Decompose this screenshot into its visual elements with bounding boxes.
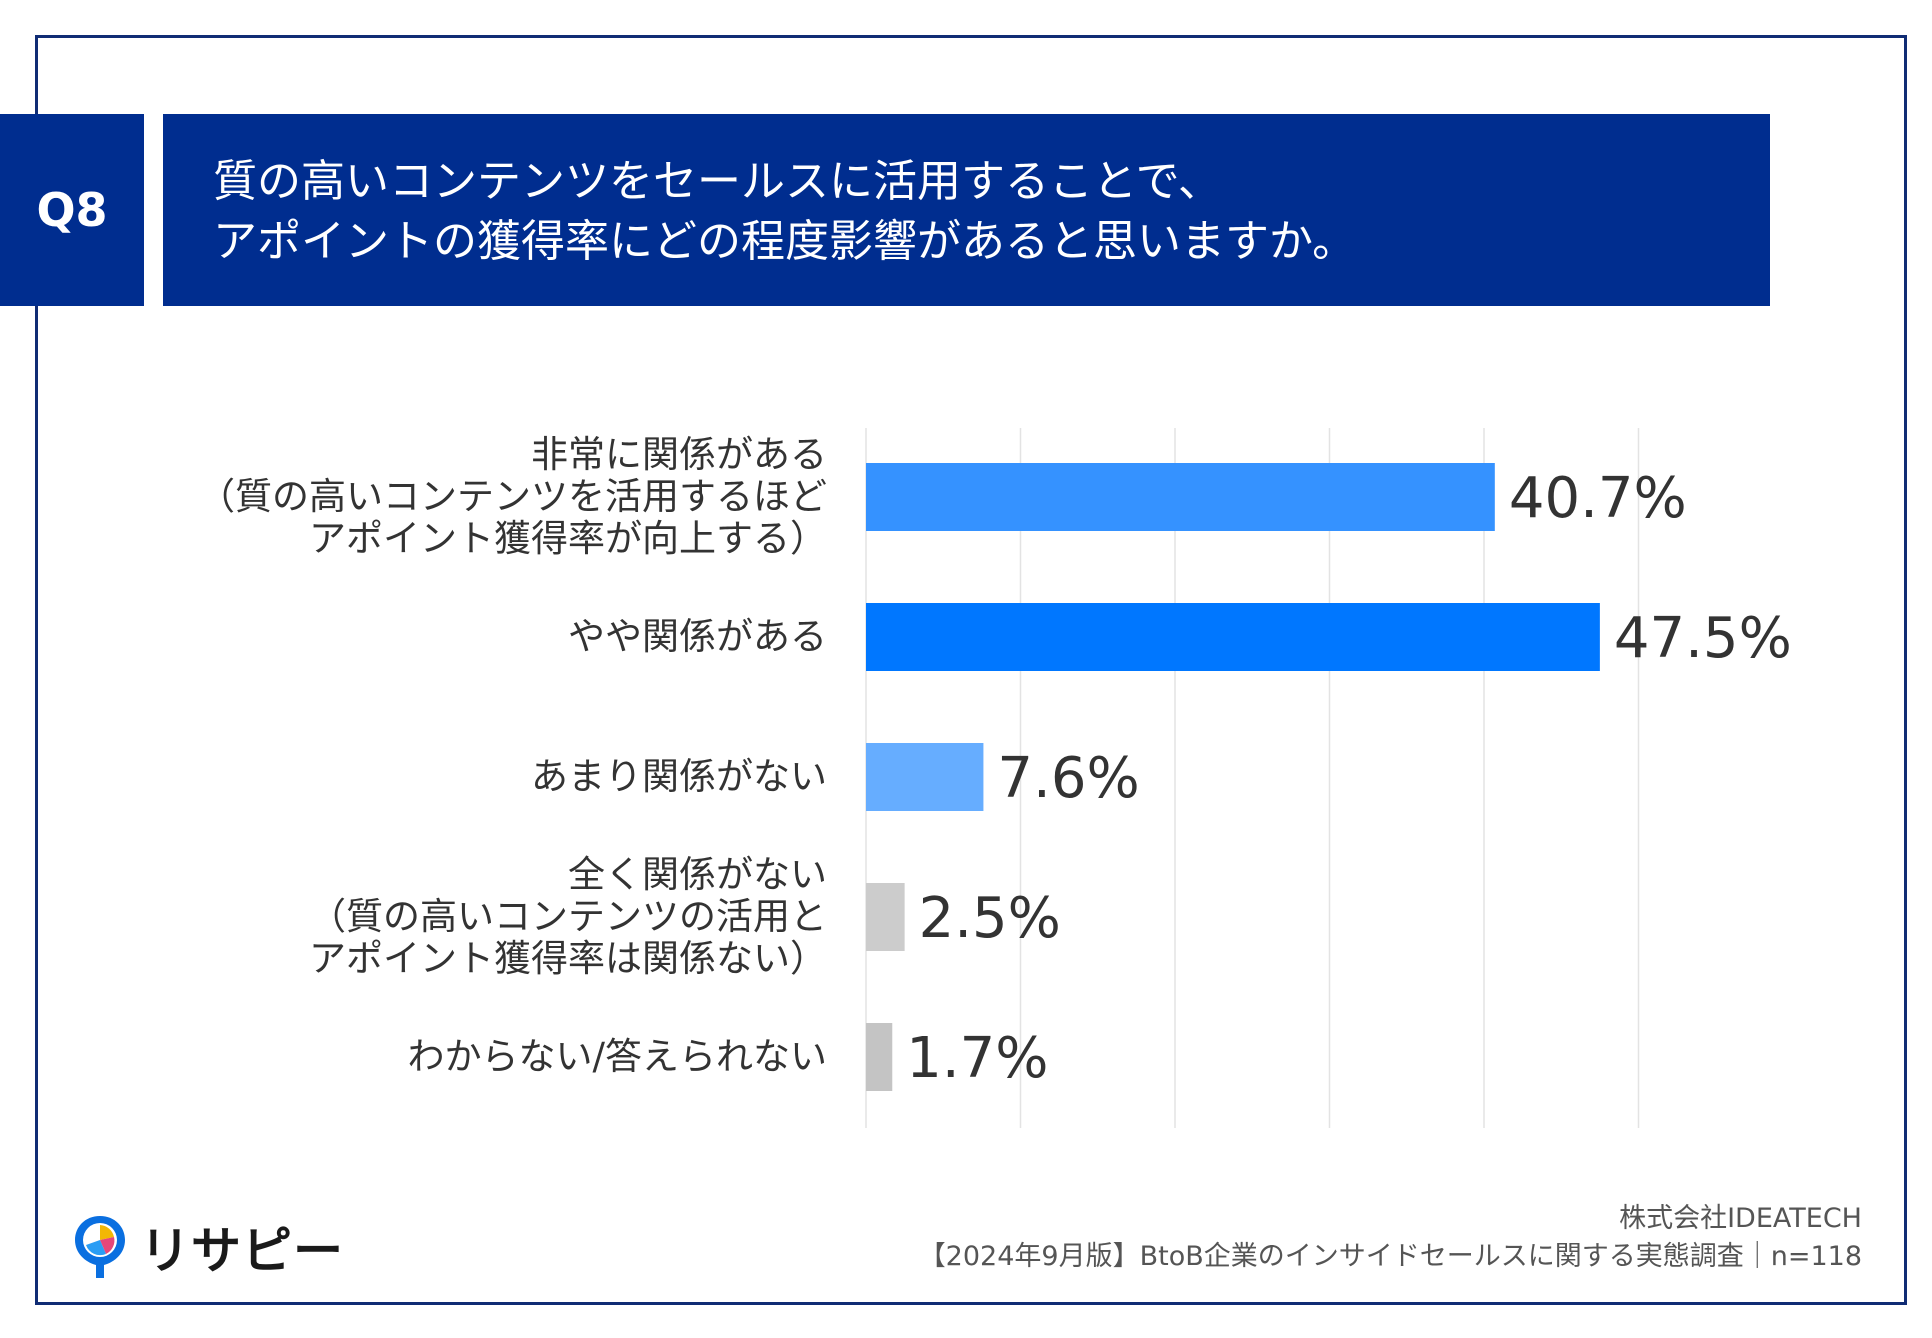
- category-label: あまり関係がない: [531, 756, 827, 798]
- category-label-line: 非常に関係がある: [531, 433, 827, 476]
- pin-logo-icon: [75, 1216, 125, 1278]
- category-label-line: （質の高いコンテンツを活用するほど: [198, 475, 827, 518]
- bar: [866, 883, 905, 951]
- brand-logo: リサピー: [70, 1212, 344, 1282]
- value-label: 7.6%: [997, 746, 1139, 811]
- survey-source: 【2024年9月版】BtoB企業のインサイドセールスに関する実態調査｜n=118: [918, 1241, 1862, 1272]
- bar: [866, 463, 1495, 531]
- question-line-1: 質の高いコンテンツをセールスに活用することで、: [213, 156, 1222, 207]
- category-label-line: わからない/答えられない: [407, 1035, 827, 1078]
- bar: [866, 603, 1600, 671]
- category-label: 非常に関係がある （質の高いコンテンツを活用するほど アポイント獲得率が向上する）: [198, 434, 827, 560]
- category-label-line: やや関係がある: [568, 615, 827, 658]
- category-label-line: （質の高いコンテンツの活用と: [309, 895, 827, 938]
- bar: [866, 1023, 893, 1091]
- page-frame: [35, 35, 1907, 1305]
- logo-text: リサピー: [140, 1222, 344, 1280]
- category-label-line: アポイント獲得率は関係ない）: [309, 937, 827, 980]
- category-label-line: あまり関係がない: [531, 755, 827, 798]
- question-line-2: アポイントの獲得率にどの程度影響があると思いますか。: [213, 216, 1357, 267]
- category-label-line: アポイント獲得率が向上する）: [309, 517, 827, 560]
- value-label: 47.5%: [1614, 606, 1792, 671]
- question-number-badge: Q8: [0, 114, 144, 306]
- category-label: 全く関係がない （質の高いコンテンツの活用と アポイント獲得率は関係ない）: [309, 854, 827, 980]
- category-label: わからない/答えられない: [408, 1036, 827, 1078]
- footer-credits: 株式会社IDEATECH 【2024年9月版】BtoB企業のインサイドセールスに…: [919, 1200, 1862, 1276]
- category-label: やや関係がある: [568, 616, 827, 658]
- bar: [866, 743, 984, 811]
- value-label: 2.5%: [919, 886, 1061, 951]
- value-label: 1.7%: [906, 1026, 1048, 1091]
- category-label-line: 全く関係がない: [568, 853, 827, 896]
- question-header: 質の高いコンテンツをセールスに活用することで、 アポイントの獲得率にどの程度影響…: [163, 114, 1770, 306]
- value-label: 40.7%: [1509, 466, 1687, 531]
- company-name: 株式会社IDEATECH: [1619, 1203, 1862, 1234]
- question-number: Q8: [36, 183, 108, 237]
